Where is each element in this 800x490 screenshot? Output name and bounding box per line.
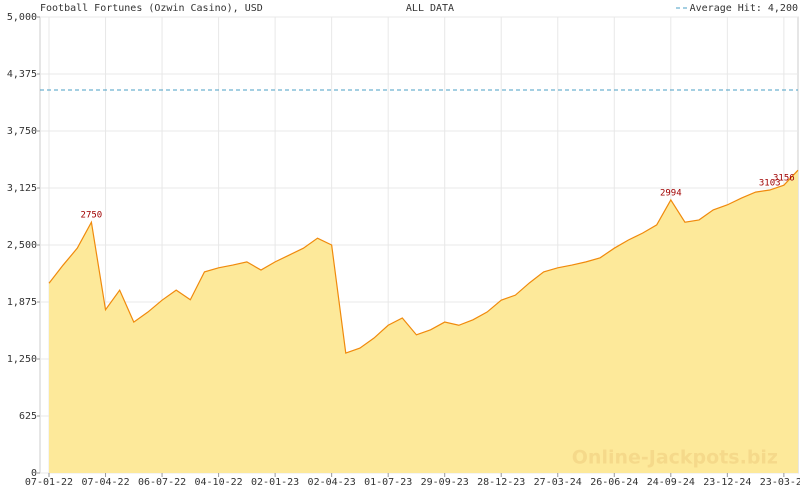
x-tick-label: 29-09-23	[421, 477, 469, 488]
y-tick-label: 625	[19, 411, 37, 422]
x-tick-label: 28-12-23	[477, 477, 525, 488]
x-tick-label: 24-09-24	[647, 477, 695, 488]
x-tick-label: 06-07-22	[138, 477, 186, 488]
x-tick-label: 26-06-24	[590, 477, 638, 488]
y-tick-label: 4,375	[7, 69, 37, 80]
x-tick-label: 01-07-23	[364, 477, 412, 488]
x-tick-label: 27-03-24	[534, 477, 582, 488]
y-tick-label: 1,250	[7, 354, 37, 365]
area	[49, 170, 798, 473]
x-tick-label: 23-12-24	[703, 477, 751, 488]
x-tick-label: 02-01-23	[251, 477, 299, 488]
y-tick-label: 0	[31, 468, 37, 479]
value-label: 3156	[773, 174, 795, 184]
x-tick-label: 02-04-23	[308, 477, 356, 488]
value-label: 3103	[759, 179, 781, 189]
line	[48, 169, 799, 354]
x-tick-label: 23-03-25	[760, 477, 800, 488]
value-label: 2994	[660, 188, 682, 198]
x-tick-label: 07-04-22	[81, 477, 129, 488]
y-tick-label: 2,500	[7, 240, 37, 251]
legend-label: Average Hit: 4,200	[690, 3, 798, 14]
y-tick-label: 5,000	[7, 12, 37, 23]
chart-subtitle: ALL DATA	[406, 3, 454, 14]
value-label: 2750	[81, 211, 103, 221]
chart-title: Football Fortunes (Ozwin Casino), USD	[40, 3, 263, 14]
watermark: Online-Jackpots.biz	[572, 447, 778, 469]
y-tick-label: 3,750	[7, 126, 37, 137]
x-tick-label: 04-10-22	[194, 477, 242, 488]
y-tick-label: 3,125	[7, 183, 37, 194]
y-tick-label: 1,875	[7, 297, 37, 308]
x-tick-label: 07-01-22	[25, 477, 73, 488]
